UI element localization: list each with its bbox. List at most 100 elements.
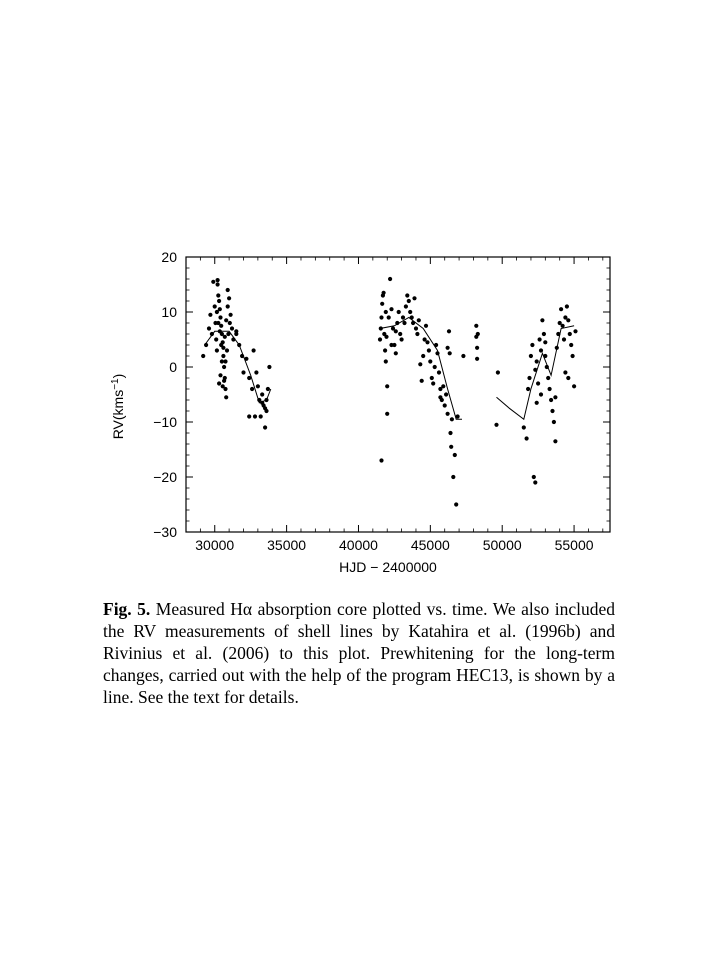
data-point [223, 386, 228, 392]
data-point [408, 309, 413, 315]
data-point [251, 348, 256, 353]
data-point [538, 392, 544, 397]
data-point [546, 375, 551, 381]
data-point [218, 373, 223, 378]
data-point [418, 362, 423, 367]
data-point [426, 348, 431, 353]
data-point [219, 359, 224, 364]
data-point [444, 392, 449, 397]
data-point [217, 307, 222, 312]
data-point [255, 384, 260, 389]
data-point [383, 359, 388, 364]
data-point [211, 279, 216, 284]
data-point [541, 331, 546, 337]
data-point [524, 436, 529, 441]
x-axis-label: HJD − 2400000 [339, 559, 437, 575]
x-tick-label: 35000 [267, 537, 306, 553]
data-point [384, 334, 389, 339]
data-point [247, 375, 252, 381]
data-point [215, 278, 220, 283]
data-point [422, 337, 427, 342]
data-point [474, 323, 479, 328]
data-point [543, 353, 548, 359]
data-point [446, 329, 452, 334]
data-point [379, 315, 384, 320]
data-point [260, 400, 265, 405]
caption-text: Measured Hα absorption core plotted vs. … [103, 599, 616, 707]
data-point [383, 309, 388, 315]
data-point [258, 414, 263, 419]
data-point [572, 384, 577, 389]
data-point [267, 364, 272, 370]
data-point [566, 375, 571, 381]
data-point [265, 386, 270, 392]
data-point [229, 326, 235, 331]
data-point [224, 395, 229, 400]
data-point [240, 353, 245, 359]
data-point [380, 301, 385, 306]
data-point [419, 378, 424, 383]
data-point [432, 364, 437, 370]
data-point [449, 444, 454, 449]
data-point [263, 406, 268, 411]
data-point [263, 425, 268, 430]
data-point [220, 384, 225, 389]
data-point [409, 315, 414, 320]
data-point [393, 351, 398, 356]
data-point [223, 359, 228, 364]
data-point [527, 375, 532, 381]
data-point [563, 315, 568, 320]
data-point [567, 331, 572, 337]
data-point [214, 309, 219, 315]
data-point [449, 417, 454, 422]
data-point [386, 315, 391, 320]
y-tick-label: 20 [161, 249, 177, 265]
data-point [214, 337, 219, 342]
data-point [264, 397, 269, 403]
data-point [216, 293, 221, 298]
data-point [250, 386, 255, 392]
data-point [389, 342, 394, 348]
data-point [559, 307, 564, 312]
data-point [219, 342, 224, 348]
data-point [543, 340, 548, 345]
data-point [217, 329, 222, 334]
data-point [237, 342, 242, 348]
data-point [447, 351, 452, 356]
data-point [206, 326, 212, 331]
data-point [215, 282, 220, 287]
data-point [388, 276, 393, 282]
y-tick-label: 10 [161, 304, 177, 320]
caption-label: Fig. 5. [103, 599, 151, 619]
x-tick-label: 40000 [339, 537, 378, 553]
data-point [537, 337, 542, 342]
data-point [435, 351, 440, 356]
x-tick-label: 50000 [483, 537, 522, 553]
data-point [395, 320, 400, 326]
data-point [534, 400, 539, 405]
data-point [553, 395, 558, 400]
figure-caption: Fig. 5. Measured Hα absorption core plot… [103, 598, 615, 708]
data-point [475, 345, 480, 350]
data-point [224, 348, 230, 353]
data-point [421, 353, 426, 359]
data-point [544, 364, 549, 370]
data-point [454, 502, 459, 507]
y-tick-label: −30 [153, 524, 177, 540]
data-point [241, 370, 246, 375]
data-point [228, 312, 233, 317]
data-point [216, 320, 221, 326]
plot-frame [185, 256, 611, 533]
data-point [560, 323, 565, 328]
data-point [434, 342, 439, 348]
data-point [455, 414, 460, 419]
data-point [227, 296, 232, 301]
data-point [208, 312, 213, 317]
data-point [413, 326, 419, 331]
y-tick-label: −20 [153, 469, 177, 485]
data-point [218, 315, 223, 320]
data-point [556, 331, 561, 337]
x-tick-label: 55000 [555, 537, 594, 553]
data-point [536, 381, 541, 386]
data-point [448, 430, 453, 436]
